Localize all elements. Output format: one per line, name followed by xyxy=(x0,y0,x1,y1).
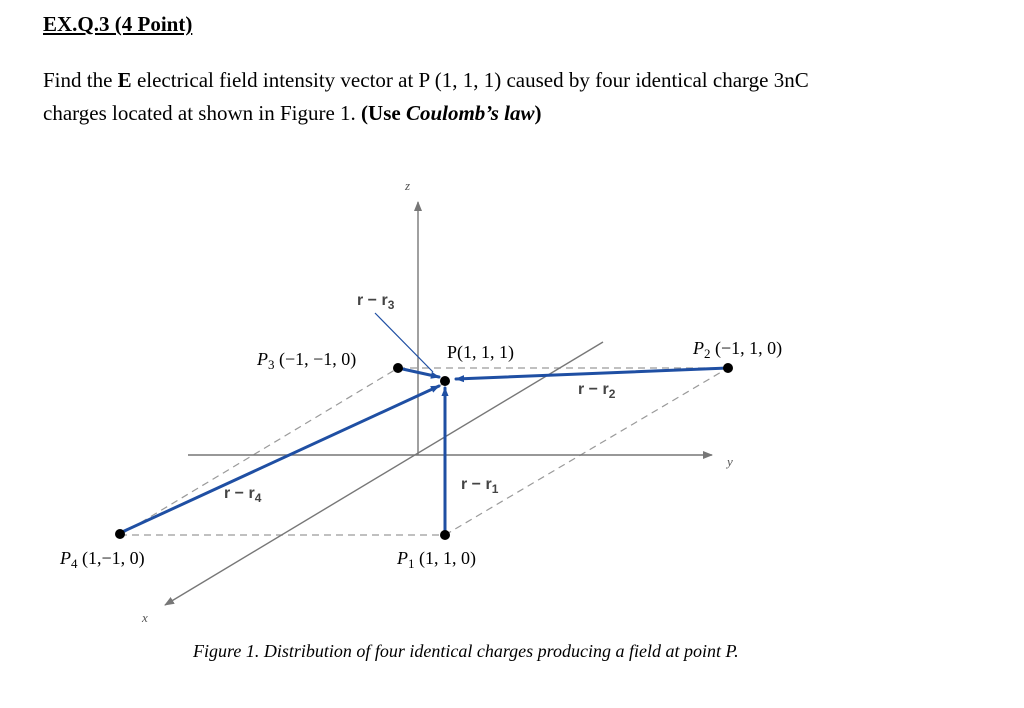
problem-text: charges located at shown in Figure 1. xyxy=(43,101,362,125)
label-base: P xyxy=(59,548,71,568)
label-subscript: 1 xyxy=(408,556,415,571)
point-P3 xyxy=(393,363,403,373)
label-P2: P2 (−1, 1, 0) xyxy=(692,338,782,361)
charge-points xyxy=(115,363,733,540)
problem-text: Find the xyxy=(43,68,118,92)
label-r-r1: r − r1 xyxy=(461,476,499,496)
label-P1: P1 (1, 1, 0) xyxy=(396,548,476,571)
figure-caption: Figure 1. Distribution of four identical… xyxy=(193,641,739,661)
problem-line-1: Find the E electrical field intensity ve… xyxy=(43,64,1003,97)
label-subscript: 2 xyxy=(704,346,711,361)
hint-coulombs-law: Coulomb’s law xyxy=(405,101,535,125)
label-subscript: 3 xyxy=(268,357,275,372)
problem-text: electrical field intensity vector at P (… xyxy=(131,68,809,92)
label-subscript: 4 xyxy=(71,556,78,571)
label-base: P xyxy=(256,349,268,369)
label-base: P xyxy=(396,548,408,568)
vector-base: r − r xyxy=(461,476,492,493)
label-coords: (−1, −1, 0) xyxy=(275,349,357,370)
point-P xyxy=(440,376,450,386)
point-P4 xyxy=(115,529,125,539)
vector-subscript: 3 xyxy=(388,298,395,312)
label-base: P xyxy=(692,338,704,358)
vector-r-r3 xyxy=(396,366,441,379)
z-axis-label: z xyxy=(404,178,410,193)
hint-close: ) xyxy=(534,101,542,125)
x-axis-label: x xyxy=(141,610,148,625)
label-r-r4: r − r4 xyxy=(224,485,262,505)
vectors xyxy=(118,366,730,537)
y-axis-label: y xyxy=(725,454,733,469)
vector-base: r − r xyxy=(357,292,388,309)
leader-line-r-r3 xyxy=(374,312,434,373)
label-P: P(1, 1, 1) xyxy=(447,342,514,363)
field-symbol-E: E xyxy=(117,68,132,92)
problem-line-2: charges located at shown in Figure 1. (U… xyxy=(43,97,1003,130)
vector-subscript: 2 xyxy=(609,387,616,401)
x-axis xyxy=(164,341,604,606)
vector-base: r − r xyxy=(224,485,255,502)
label-r-r2: r − r2 xyxy=(578,381,616,401)
label-coords: (1,−1, 0) xyxy=(78,548,145,569)
label-coords: (1, 1, 0) xyxy=(415,548,477,569)
label-coords: (−1, 1, 0) xyxy=(711,338,783,359)
vector-base: r − r xyxy=(578,381,609,398)
label-P3: P3 (−1, −1, 0) xyxy=(256,349,356,372)
vector-subscript: 1 xyxy=(492,482,499,496)
vector-r-r4 xyxy=(118,384,441,535)
label-P4: P4 (1,−1, 0) xyxy=(59,548,145,571)
question-heading: EX.Q.3 (4 Point) xyxy=(43,12,193,36)
vector-r-r2 xyxy=(454,366,730,383)
axes xyxy=(164,201,713,606)
guide-line xyxy=(119,367,399,536)
point-P2 xyxy=(723,363,733,373)
hint-open: (Use xyxy=(361,101,406,125)
problem-statement: Find the E electrical field intensity ve… xyxy=(43,64,1003,130)
point-P1 xyxy=(440,530,450,540)
guide-line xyxy=(444,367,729,536)
vector-subscript: 4 xyxy=(255,491,262,505)
label-r-r3: r − r3 xyxy=(357,292,395,312)
